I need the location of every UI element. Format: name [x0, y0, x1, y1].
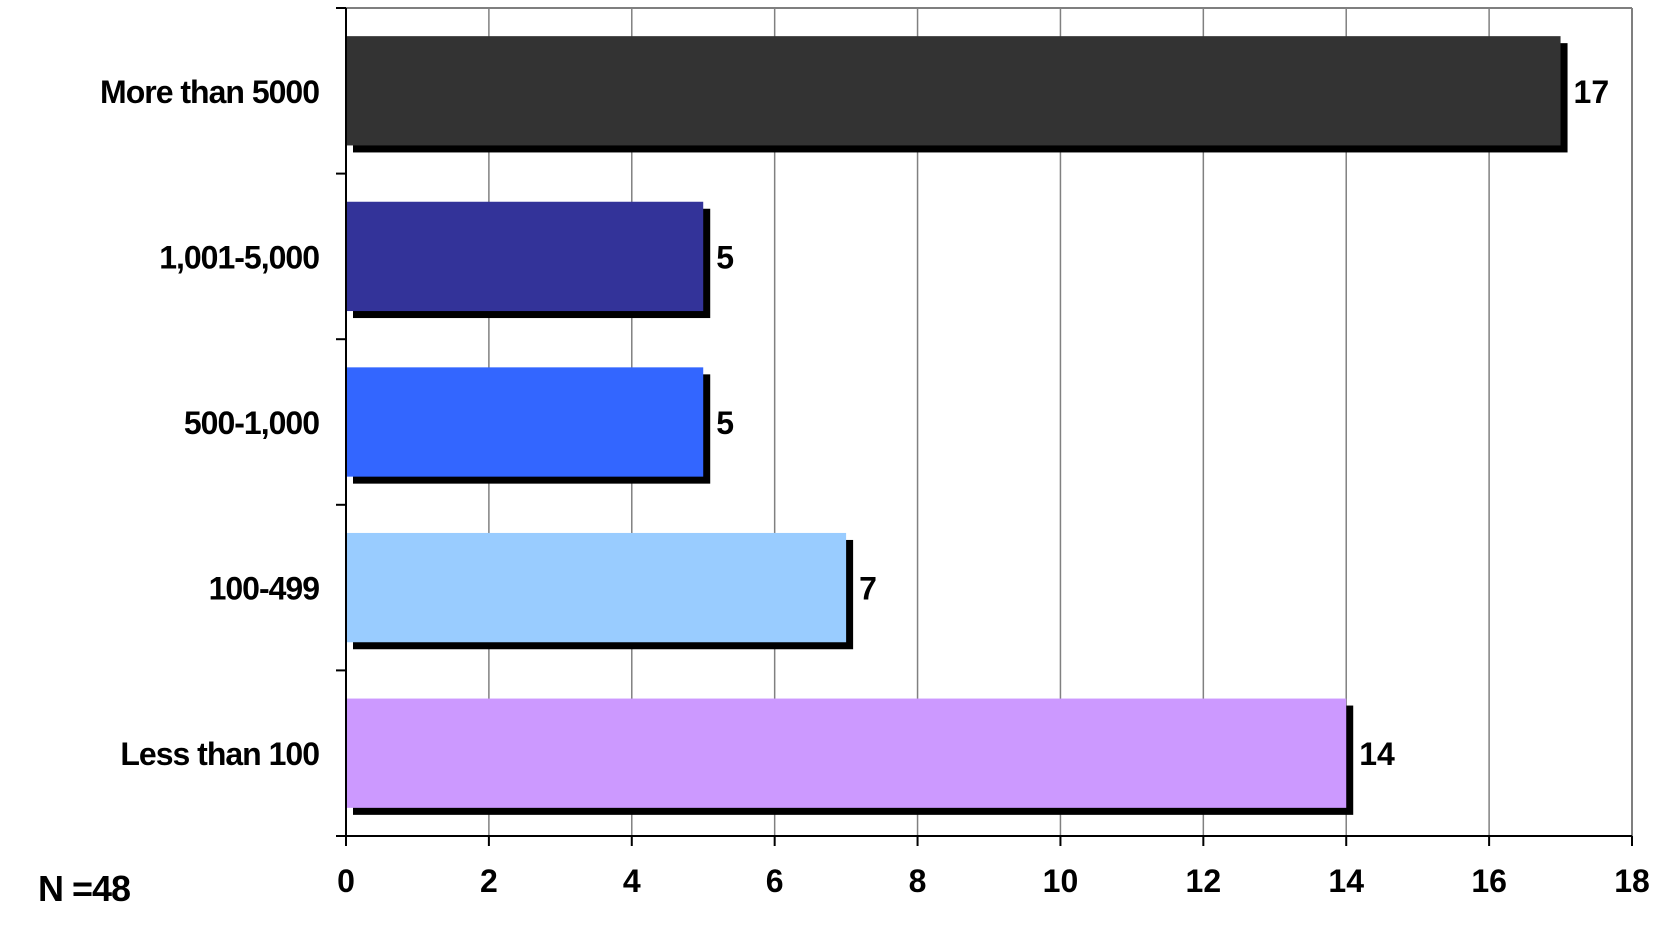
data-label: 7 — [859, 571, 877, 607]
x-tick-label: 18 — [1614, 863, 1650, 899]
axes — [336, 7, 1633, 846]
data-label: 17 — [1574, 74, 1610, 110]
x-tick-label: 0 — [337, 863, 355, 899]
x-tick-label: 16 — [1471, 863, 1507, 899]
sample-size-note: N =48 — [38, 868, 131, 909]
x-tick-label: 2 — [480, 863, 498, 899]
data-label: 5 — [716, 239, 734, 275]
x-tick-label: 12 — [1186, 863, 1222, 899]
bar — [346, 36, 1561, 146]
data-label: 5 — [716, 405, 734, 441]
category-label: Less than 100 — [120, 736, 319, 772]
x-tick-label: 14 — [1328, 863, 1364, 899]
category-label: 1,001-5,000 — [159, 239, 319, 275]
category-label: 100-499 — [209, 571, 320, 607]
bars — [346, 36, 1568, 815]
bar — [346, 532, 847, 643]
x-tick-label: 10 — [1043, 863, 1079, 899]
bar — [346, 698, 1347, 808]
bar — [346, 201, 704, 312]
x-tick-label: 8 — [909, 863, 927, 899]
bar — [346, 367, 704, 477]
data-label: 14 — [1359, 736, 1395, 772]
x-tick-label: 4 — [623, 863, 641, 899]
category-label: More than 5000 — [100, 74, 319, 110]
category-label: 500-1,000 — [184, 405, 319, 441]
labels: 17 More than 5000 5 1,001-5,000 5 500-1,000 7 1… — [100, 74, 1650, 899]
x-tick-label: 6 — [766, 863, 784, 899]
